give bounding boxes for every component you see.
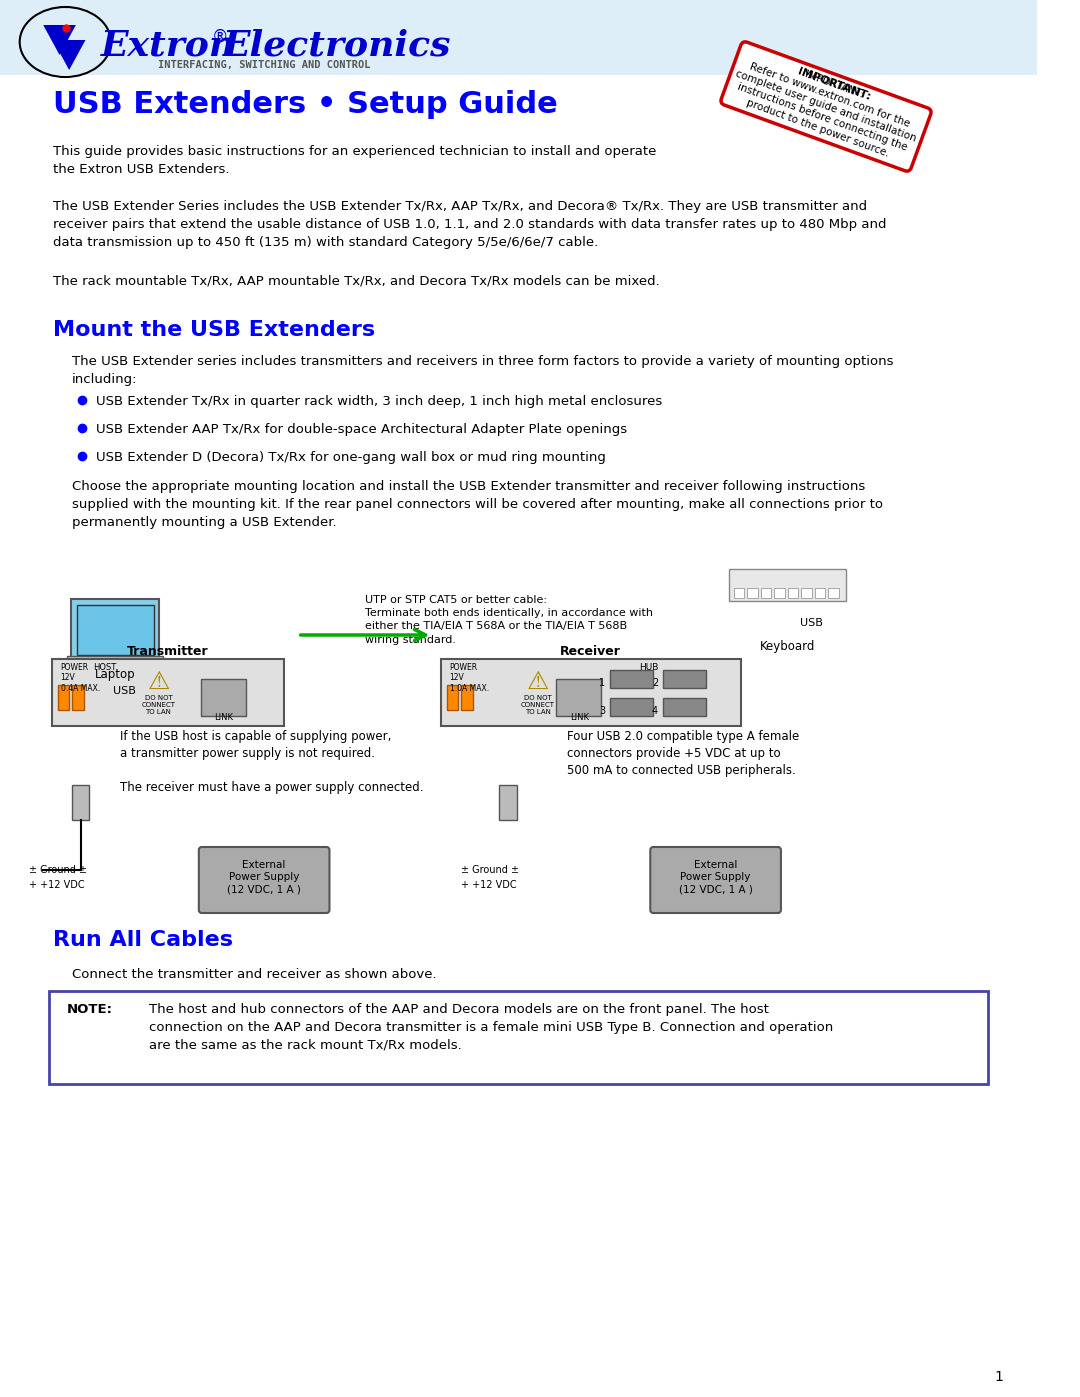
FancyBboxPatch shape	[71, 599, 160, 661]
Text: The USB Extender series includes transmitters and receivers in three form factor: The USB Extender series includes transmi…	[72, 355, 893, 386]
FancyBboxPatch shape	[729, 569, 847, 601]
Text: + +12 VDC: + +12 VDC	[461, 880, 516, 890]
Text: USB Extender D (Decora) Tx/Rx for one-gang wall box or mud ring mounting: USB Extender D (Decora) Tx/Rx for one-ga…	[96, 451, 606, 464]
FancyBboxPatch shape	[801, 588, 812, 598]
Text: Transmitter: Transmitter	[127, 645, 208, 658]
Text: DO NOT
CONNECT
TO LAN: DO NOT CONNECT TO LAN	[521, 694, 555, 715]
Text: The USB Extender Series includes the USB Extender Tx/Rx, AAP Tx/Rx, and Decora® : The USB Extender Series includes the USB…	[53, 200, 887, 249]
Text: USB: USB	[113, 686, 136, 696]
Text: Choose the appropriate mounting location and install the USB Extender transmitte: Choose the appropriate mounting location…	[72, 481, 883, 529]
FancyBboxPatch shape	[760, 588, 771, 598]
FancyBboxPatch shape	[499, 785, 516, 820]
FancyBboxPatch shape	[72, 685, 83, 710]
Text: This guide provides basic instructions for an experienced technician to install : This guide provides basic instructions f…	[53, 145, 657, 176]
FancyBboxPatch shape	[747, 588, 758, 598]
Text: LINK: LINK	[214, 712, 233, 722]
Text: External
Power Supply
(12 VDC, 1 A ): External Power Supply (12 VDC, 1 A )	[227, 861, 301, 895]
Text: Laptop: Laptop	[95, 668, 136, 680]
FancyBboxPatch shape	[201, 679, 246, 717]
Text: ⚠: ⚠	[147, 671, 170, 694]
Text: POWER
12V
0.4A MAX.: POWER 12V 0.4A MAX.	[60, 664, 99, 693]
FancyBboxPatch shape	[52, 659, 284, 726]
Text: Receiver: Receiver	[561, 645, 621, 658]
Text: Electronics: Electronics	[222, 28, 451, 61]
Text: 1: 1	[995, 1370, 1003, 1384]
FancyBboxPatch shape	[814, 588, 825, 598]
Text: Extron: Extron	[100, 28, 237, 61]
Text: The host and hub connectors of the AAP and Decora models are on the front panel.: The host and hub connectors of the AAP a…	[149, 1003, 833, 1052]
Text: USB: USB	[800, 617, 823, 629]
Text: UTP or STP CAT5 or better cable:
Terminate both ends identically, in accordance : UTP or STP CAT5 or better cable: Termina…	[365, 595, 653, 644]
FancyBboxPatch shape	[650, 847, 781, 914]
FancyBboxPatch shape	[49, 990, 988, 1084]
FancyBboxPatch shape	[72, 785, 90, 820]
Text: DO NOT
CONNECT
TO LAN: DO NOT CONNECT TO LAN	[141, 694, 175, 715]
FancyBboxPatch shape	[199, 847, 329, 914]
Text: INTERFACING, SWITCHING AND CONTROL: INTERFACING, SWITCHING AND CONTROL	[159, 60, 372, 70]
FancyBboxPatch shape	[447, 685, 458, 710]
Text: 1: 1	[599, 678, 605, 687]
Text: 2: 2	[652, 678, 658, 687]
Text: The rack mountable Tx/Rx, AAP mountable Tx/Rx, and Decora Tx/Rx models can be mi: The rack mountable Tx/Rx, AAP mountable …	[53, 275, 660, 288]
FancyBboxPatch shape	[57, 685, 69, 710]
Text: NOTE:: NOTE:	[67, 1003, 113, 1016]
Text: If the USB host is capable of supplying power,
a transmitter power supply is not: If the USB host is capable of supplying …	[120, 731, 423, 793]
Text: ®: ®	[212, 28, 228, 46]
Text: Run All Cables: Run All Cables	[53, 930, 233, 950]
Text: ⚠: ⚠	[527, 671, 549, 694]
Text: USB Extender Tx/Rx in quarter rack width, 3 inch deep, 1 inch high metal enclosu: USB Extender Tx/Rx in quarter rack width…	[96, 395, 662, 408]
FancyBboxPatch shape	[787, 588, 798, 598]
FancyBboxPatch shape	[556, 679, 602, 717]
Text: ± Ground ±: ± Ground ±	[29, 865, 86, 875]
FancyBboxPatch shape	[733, 588, 744, 598]
FancyBboxPatch shape	[610, 698, 653, 717]
Polygon shape	[43, 25, 76, 54]
Text: Connect the transmitter and receiver as shown above.: Connect the transmitter and receiver as …	[72, 968, 436, 981]
Text: 4: 4	[652, 705, 658, 717]
FancyBboxPatch shape	[663, 671, 706, 687]
FancyBboxPatch shape	[663, 698, 706, 717]
FancyBboxPatch shape	[774, 588, 785, 598]
Text: LINK: LINK	[570, 712, 589, 722]
FancyBboxPatch shape	[828, 588, 838, 598]
Text: USB Extender AAP Tx/Rx for double-space Architectural Adapter Plate openings: USB Extender AAP Tx/Rx for double-space …	[96, 423, 627, 436]
Text: IMPORTANT:: IMPORTANT:	[796, 67, 872, 102]
Text: 3: 3	[599, 705, 605, 717]
Text: Mount the USB Extenders: Mount the USB Extenders	[53, 320, 375, 339]
FancyBboxPatch shape	[441, 659, 741, 726]
Text: Four USB 2.0 compatible type A female
connectors provide +5 VDC at up to
500 mA : Four USB 2.0 compatible type A female co…	[567, 731, 799, 777]
Text: HOST: HOST	[93, 664, 117, 672]
FancyBboxPatch shape	[67, 657, 163, 668]
FancyBboxPatch shape	[461, 685, 473, 710]
FancyBboxPatch shape	[77, 605, 153, 655]
Text: ± Ground ±: ± Ground ±	[461, 865, 519, 875]
Text: POWER
12V
1.0A MAX.: POWER 12V 1.0A MAX.	[449, 664, 488, 693]
Text: USB Extenders • Setup Guide: USB Extenders • Setup Guide	[53, 89, 557, 119]
FancyBboxPatch shape	[0, 0, 1038, 75]
Polygon shape	[53, 41, 85, 70]
Text: External
Power Supply
(12 VDC, 1 A ): External Power Supply (12 VDC, 1 A )	[678, 861, 753, 895]
Text: IMPORTANT:
Refer to www.extron.com for the
complete user guide and installation
: IMPORTANT: Refer to www.extron.com for t…	[727, 47, 926, 166]
Text: HUB: HUB	[638, 664, 658, 672]
Text: Keyboard: Keyboard	[760, 640, 815, 652]
Text: + +12 VDC: + +12 VDC	[29, 880, 84, 890]
FancyBboxPatch shape	[610, 671, 653, 687]
